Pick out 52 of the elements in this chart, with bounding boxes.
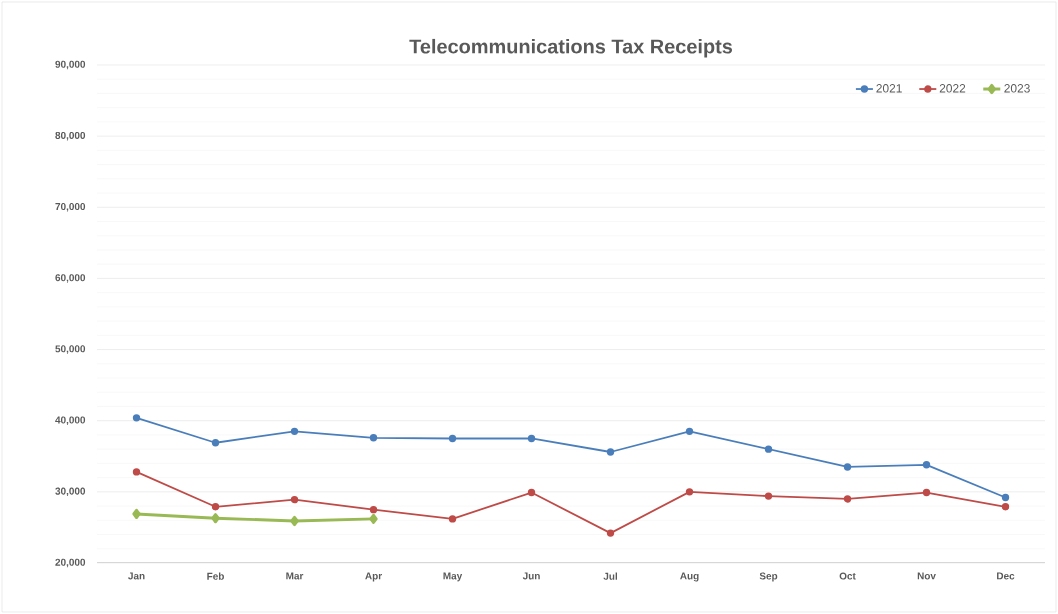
x-tick-label: Feb: [207, 572, 224, 580]
point: [606, 448, 615, 456]
y-tick-label: 30,000: [55, 487, 86, 497]
point: [290, 427, 299, 436]
point: [448, 515, 457, 523]
x-tick-label: Sep: [759, 572, 778, 582]
y-tick-label: 90,000: [55, 60, 86, 70]
point: [527, 488, 536, 497]
x-tick-label: Nov: [917, 572, 936, 580]
y-tick-label: 60,000: [55, 274, 86, 283]
y-tick-label: 70,000: [55, 203, 86, 212]
point: [685, 427, 694, 436]
point: [132, 508, 141, 519]
point: [132, 468, 141, 476]
y-tick-label: 80,000: [55, 131, 86, 141]
point: [922, 461, 931, 469]
point: [369, 505, 378, 514]
point: [132, 414, 141, 422]
point: [764, 445, 773, 453]
legend-label: 2022: [939, 84, 966, 93]
point: [211, 503, 220, 511]
legend-label: 2021: [876, 84, 902, 93]
x-tick-label: Jul: [603, 572, 617, 580]
x-tick-label: Mar: [286, 572, 304, 580]
x-tick-label: Jun: [522, 572, 540, 580]
point: [211, 513, 220, 524]
x-tick-label: Aug: [680, 572, 699, 582]
point: [211, 439, 220, 447]
point: [685, 488, 694, 496]
x-tick-label: Jan: [128, 572, 145, 580]
point: [843, 495, 852, 503]
legend-label: 2023: [1004, 84, 1030, 93]
point: [290, 495, 299, 504]
x-tick-label: Dec: [997, 572, 1015, 580]
x-tick-label: Oct: [839, 572, 856, 580]
y-tick-label: 20,000: [55, 558, 86, 568]
x-tick-label: Apr: [365, 572, 382, 582]
point: [527, 434, 536, 443]
point: [369, 434, 378, 442]
point: [843, 463, 852, 471]
point: [369, 513, 378, 524]
chart-title: Telecommunications Tax Receipts: [409, 38, 733, 58]
point: [1001, 503, 1010, 511]
point: [606, 529, 615, 537]
y-tick-label: 50,000: [55, 345, 86, 354]
point: [448, 434, 457, 443]
point: [1001, 493, 1010, 502]
x-tick-label: May: [443, 572, 463, 582]
y-tick-label: 40,000: [55, 416, 86, 425]
point: [290, 515, 299, 527]
point: [922, 488, 931, 497]
point: [764, 492, 773, 500]
